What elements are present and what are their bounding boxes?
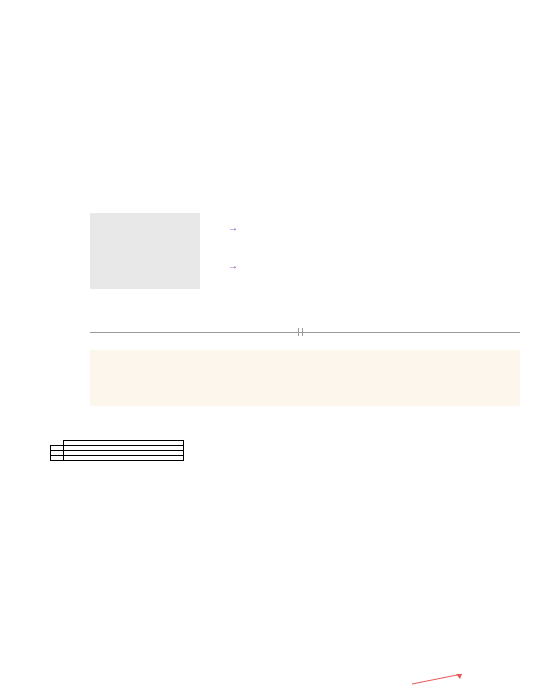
table-row-name (51, 456, 64, 461)
gene-model (50, 528, 505, 570)
arrow-short: → (228, 261, 238, 272)
gas5-level-table (50, 440, 184, 461)
chart-a1 (100, 40, 260, 160)
seq-divider2 (302, 328, 303, 336)
gel-image (90, 213, 200, 289)
chromatogram-2 (90, 378, 520, 406)
seq-ruler (90, 332, 520, 333)
panel-c (40, 320, 530, 420)
chromatogram-1 (90, 350, 520, 378)
panel-a (60, 26, 530, 176)
arrow-full: → (228, 223, 238, 234)
chart-a2 (340, 40, 500, 160)
coverage-tracks (50, 576, 505, 676)
panel-b: → → (60, 195, 530, 295)
panel-d (30, 440, 530, 690)
table-row-val (64, 456, 184, 461)
seq-divider (298, 328, 299, 336)
